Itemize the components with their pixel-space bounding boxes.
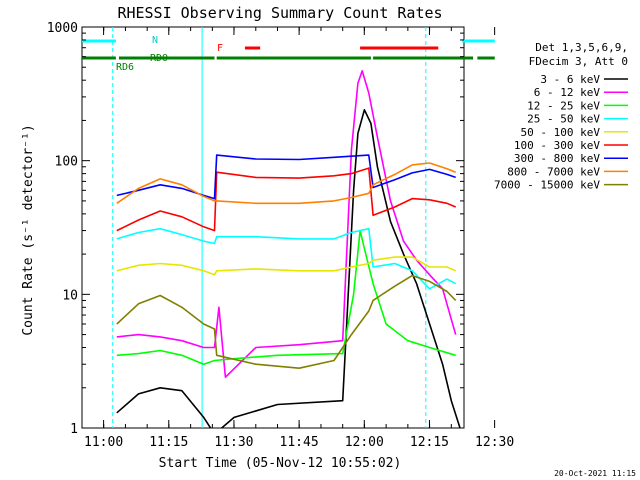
legend-label-8: 800 - 7000 keV [507, 165, 600, 178]
series-line-4 [116, 227, 457, 290]
flag-label-rd6: RD6 [116, 62, 134, 73]
series-line-6 [116, 167, 457, 232]
series-line-2 [116, 70, 457, 378]
plot-area: N F RDO RD6 [82, 27, 495, 428]
legend-label-6: 100 - 300 keV [514, 139, 600, 152]
x-tick-label: 11:45 [280, 435, 319, 450]
y-axis: 1 10 100 1000 [47, 21, 464, 437]
y-tick-label: 1000 [47, 21, 78, 36]
legend-header-line-1: Det 1,3,5,6,9, [535, 41, 628, 54]
legend-label-1: 3 - 6 keV [540, 73, 600, 86]
x-tick-label: 11:00 [84, 435, 123, 450]
legend-label-2: 6 - 12 keV [534, 86, 601, 99]
legend-label-9: 7000 - 15000 keV [494, 179, 600, 192]
flag-label-f: F [217, 43, 223, 54]
footer-date: 20-Oct-2021 11:15 [554, 469, 636, 478]
legend-label-3: 12 - 25 keV [527, 99, 600, 112]
y-tick-label: 10 [62, 288, 78, 303]
series-line-1 [116, 109, 461, 428]
x-axis-label: Start Time (05-Nov-12 10:55:02) [159, 456, 402, 471]
x-tick-label: 12:30 [475, 435, 514, 450]
legend-label-4: 25 - 50 keV [527, 113, 600, 126]
series-line-9 [116, 274, 457, 369]
x-tick-label: 11:15 [149, 435, 188, 450]
y-tick-label: 100 [55, 155, 78, 170]
flag-label-n: N [152, 35, 158, 46]
x-tick-label: 11:30 [214, 435, 253, 450]
series-line-5 [116, 256, 457, 276]
series-line-8 [116, 162, 456, 205]
series-line-7 [116, 154, 456, 200]
series-line-3 [116, 229, 456, 365]
chart-title: RHESSI Observing Summary Count Rates [117, 4, 442, 22]
x-tick-label: 12:15 [410, 435, 449, 450]
legend-label-5: 50 - 100 keV [521, 126, 601, 139]
x-axis: 11:00 11:15 11:30 11:45 12:00 12:15 12:30 [81, 27, 514, 450]
plot-frame [81, 26, 465, 429]
legend-label-7: 300 - 800 keV [514, 152, 600, 165]
y-axis-label: Count Rate (s⁻¹ detector⁻¹) [21, 124, 36, 335]
series-group [112, 27, 461, 428]
legend: Det 1,3,5,6,9, FDecim 3, Att 0 3 - 6 keV… [494, 41, 628, 192]
flag-label-rdo: RDO [150, 53, 168, 64]
x-tick-label: 12:00 [345, 435, 384, 450]
y-tick-label: 1 [70, 422, 78, 437]
legend-header-line-2: FDecim 3, Att 0 [529, 55, 628, 68]
